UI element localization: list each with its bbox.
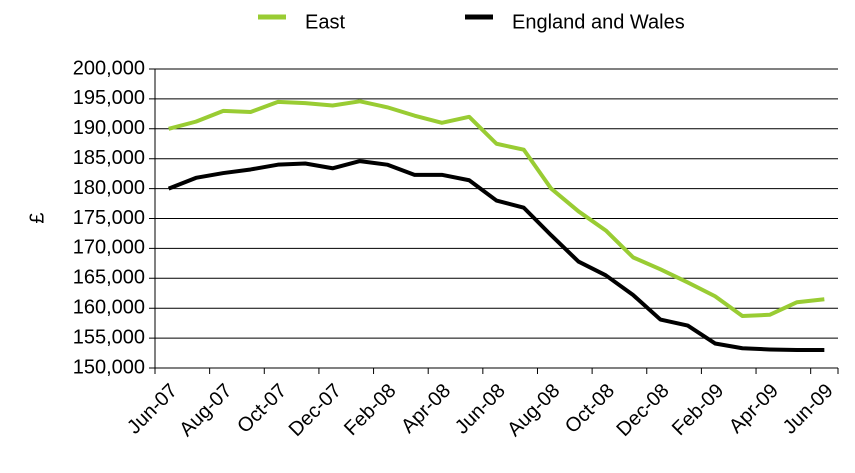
series-line: [167, 159, 825, 353]
x-tick-label: Aug-07: [175, 380, 236, 441]
y-tick-label: 200,000: [73, 57, 145, 79]
y-tick-label: 175,000: [73, 207, 145, 229]
y-tick-label: 185,000: [73, 147, 145, 169]
y-tick-label: 155,000: [73, 326, 145, 348]
y-tick-label: 160,000: [73, 296, 145, 318]
legend-label: England and Wales: [512, 11, 685, 33]
legend-label: East: [305, 11, 345, 33]
x-tick-label: Apr-08: [397, 380, 455, 438]
x-tick-label: Oct-07: [233, 380, 291, 438]
y-axis-label: £: [26, 212, 48, 223]
x-tick-label: Dec-08: [613, 380, 674, 441]
y-tick-label: 180,000: [73, 177, 145, 199]
x-tick-label: Oct-08: [561, 380, 619, 438]
x-tick-label: Jun-08: [451, 380, 510, 439]
x-tick-label: Feb-08: [340, 380, 400, 440]
y-tick-label: 150,000: [73, 356, 145, 378]
x-tick-label: Jun-07: [123, 380, 182, 439]
series-line: [168, 99, 825, 318]
y-tick-label: 190,000: [73, 117, 145, 139]
x-tick-label: Apr-09: [725, 380, 783, 438]
y-tick-label: 165,000: [73, 267, 145, 289]
y-tick-label: 195,000: [73, 87, 145, 109]
x-tick-label: Aug-08: [503, 380, 564, 441]
x-tick-label: Feb-09: [668, 380, 728, 440]
x-tick-label: Dec-07: [285, 380, 346, 441]
x-tick-label: Jun-09: [779, 380, 838, 439]
y-tick-label: 170,000: [73, 237, 145, 259]
